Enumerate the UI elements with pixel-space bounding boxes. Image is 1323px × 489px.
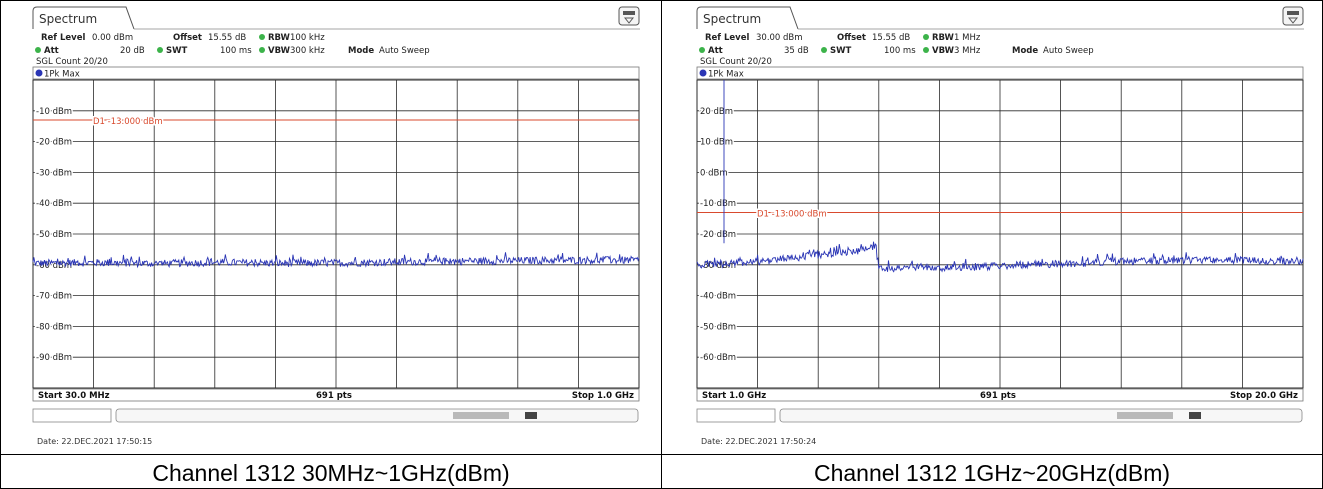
- tab-label: Spectrum: [39, 12, 97, 26]
- stop-freq: Stop 20.0 GHz: [1230, 391, 1298, 401]
- points-count: 691 pts: [980, 391, 1016, 401]
- points-count: 691 pts: [316, 391, 352, 401]
- status-dot: [259, 47, 265, 53]
- vbw-value: 3 MHz: [954, 46, 981, 56]
- caption-left: Channel 1312 30MHz~1GHz(dBm): [152, 460, 510, 486]
- status-dot: [157, 47, 163, 53]
- y-tick-label: -80 dBm: [36, 322, 72, 332]
- mode-label: Mode: [348, 46, 374, 56]
- y-tick-label: -40 dBm: [700, 292, 736, 302]
- vbw-value: 300 kHz: [290, 46, 325, 56]
- limit-line-label: D1 -13.000 dBm: [93, 117, 163, 127]
- trace-line: [696, 241, 1304, 273]
- limit-line-label: D1 -13.000 dBm: [757, 209, 827, 219]
- status-icon: [1189, 412, 1201, 419]
- offset-value: 15.55 dB: [208, 33, 246, 43]
- status-dot: [821, 47, 827, 53]
- start-freq: Start 30.0 MHz: [38, 391, 110, 401]
- rbw-value: 100 kHz: [290, 33, 325, 43]
- mode-value: Auto Sweep: [379, 46, 430, 56]
- y-tick-label: 10 dBm: [700, 138, 733, 148]
- plot-area: -10 dBm-20 dBm-30 dBm-40 dBm-50 dBm-60 d…: [32, 79, 640, 389]
- trace-line: [32, 252, 640, 269]
- trace-label: 1Pk Max: [44, 70, 80, 80]
- ref-level-value: 0.00 dBm: [92, 33, 133, 43]
- y-tick-label: -60 dBm: [700, 353, 736, 363]
- stop-freq: Stop 1.0 GHz: [572, 391, 634, 401]
- y-tick-label: -50 dBm: [36, 230, 72, 240]
- y-tick-label: 0 dBm: [700, 168, 728, 178]
- date-stamp: Date: 22.DEC.2021 17:50:24: [701, 437, 816, 446]
- spectrum-panel-left: Spectrum Ref Level 0.00 dBm Offset 15.55…: [30, 3, 644, 451]
- ref-level-label: Ref Level: [705, 33, 749, 43]
- y-tick-label: -70 dBm: [36, 292, 72, 302]
- status-dot: [35, 47, 41, 53]
- mode-label: Mode: [1012, 46, 1038, 56]
- y-tick-label: -20 dBm: [700, 230, 736, 240]
- status-dot: [699, 47, 705, 53]
- swt-label: SWT: [166, 46, 187, 56]
- ref-level-label: Ref Level: [41, 33, 85, 43]
- rbw-value: 1 MHz: [954, 33, 981, 43]
- ref-level-value: 30.00 dBm: [756, 33, 803, 43]
- mode-value: Auto Sweep: [1043, 46, 1094, 56]
- y-tick-label: -40 dBm: [36, 199, 72, 209]
- start-freq: Start 1.0 GHz: [702, 391, 766, 401]
- spectrum-panel-right: Spectrum Ref Level 30.00 dBm Offset 15.5…: [694, 3, 1308, 451]
- spectrum-tab[interactable]: [696, 6, 799, 30]
- status-dot: [923, 47, 929, 53]
- status-dot: [923, 34, 929, 40]
- status-bar: [779, 408, 1303, 423]
- progress-indicator: [453, 412, 509, 419]
- plot-area: 20 dBm 10 dBm 0 dBm -10 dBm -20 dBm -30 dBm -4…: [696, 79, 1304, 389]
- tab-label: Spectrum: [703, 12, 761, 26]
- rbw-label: RBW: [268, 33, 291, 43]
- trace-dot: [35, 69, 43, 77]
- att-label: Att: [708, 46, 723, 56]
- caption-right: Channel 1312 1GHz~20GHz(dBm): [813, 460, 1171, 486]
- trace-label: 1Pk Max: [708, 70, 744, 80]
- tab-menu-icon[interactable]: [1282, 6, 1304, 26]
- swt-value: 100 ms: [220, 46, 252, 56]
- status-dot: [259, 34, 265, 40]
- y-tick-label: -50 dBm: [700, 322, 736, 332]
- y-tick-label: -10 dBm: [36, 107, 72, 117]
- vbw-label: VBW: [268, 46, 291, 56]
- rbw-label: RBW: [932, 33, 955, 43]
- y-tick-label: -30 dBm: [36, 168, 72, 178]
- att-label: Att: [44, 46, 59, 56]
- status-field: [32, 408, 112, 423]
- svg-text:Ref Level: Ref Level: [41, 33, 85, 43]
- y-tick-label: -90 dBm: [36, 353, 72, 363]
- att-value: 35 dB: [784, 46, 809, 56]
- offset-label: Offset: [173, 33, 202, 43]
- spectrum-tab[interactable]: [32, 6, 135, 30]
- progress-indicator: [1117, 412, 1173, 419]
- sgl-count: SGL Count 20/20: [36, 57, 108, 67]
- status-bar: [115, 408, 639, 423]
- offset-label: Offset: [837, 33, 866, 43]
- y-tick-label: -30 dBm: [700, 261, 736, 271]
- y-tick-label: -10 dBm: [700, 199, 736, 209]
- att-value: 20 dB: [120, 46, 145, 56]
- status-field: [696, 408, 776, 423]
- tab-menu-icon[interactable]: [618, 6, 640, 26]
- offset-value: 15.55 dB: [872, 33, 910, 43]
- vbw-label: VBW: [932, 46, 955, 56]
- trace-dot: [699, 69, 707, 77]
- sgl-count: SGL Count 20/20: [700, 57, 772, 67]
- y-tick-label: -20 dBm: [36, 138, 72, 148]
- y-tick-label: 20 dBm: [700, 107, 733, 117]
- status-icon: [525, 412, 537, 419]
- swt-value: 100 ms: [884, 46, 916, 56]
- swt-label: SWT: [830, 46, 851, 56]
- date-stamp: Date: 22.DEC.2021 17:50:15: [37, 437, 152, 446]
